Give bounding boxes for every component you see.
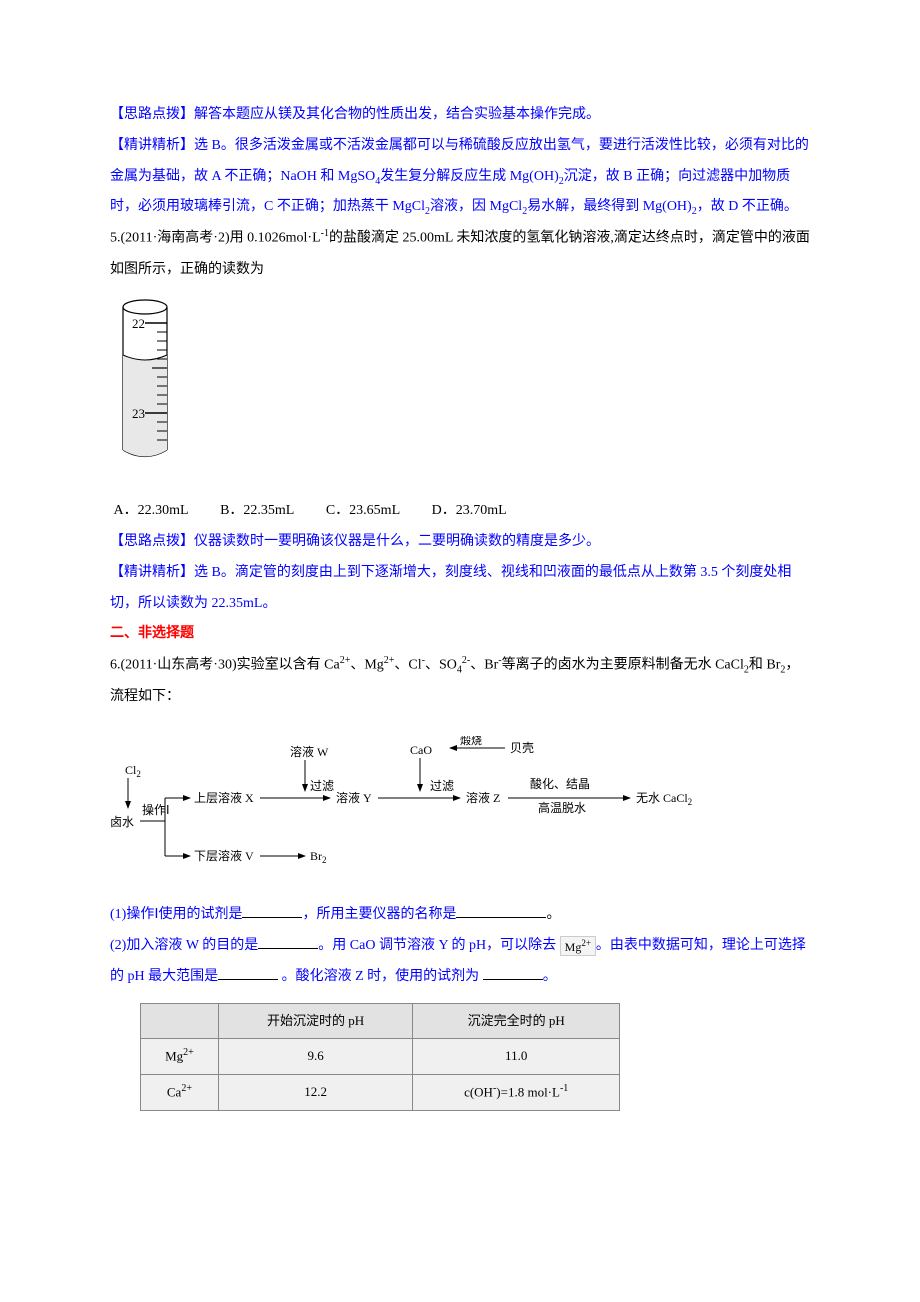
blank — [483, 965, 543, 980]
hint-text: 解答本题应从镁及其化合物的性质出发，结合实验基本操作完成。 — [194, 107, 600, 122]
section-2-heading: 二、非选择题 — [110, 619, 810, 650]
analysis-text-4: 溶液，因 MgCl — [430, 199, 522, 214]
blank — [258, 934, 318, 949]
svg-text:无水 CaCl2: 无水 CaCl2 — [636, 791, 692, 807]
flow-solZ: 溶液 Z — [466, 790, 500, 805]
q6-sub1: (1)操作Ⅰ使用的试剂是 ，所用主要仪器的名称是 。 — [110, 900, 810, 931]
sub1-mid: ，所用主要仪器的名称是 — [302, 907, 456, 922]
row1-end: 11.0 — [413, 1039, 620, 1075]
col3-header: 沉淀完全时的 pH — [413, 1003, 620, 1039]
ph-table: 开始沉淀时的 pH 沉淀完全时的 pH Mg2+ 9.6 11.0 Ca2+ 1… — [140, 1003, 620, 1111]
col2-header: 开始沉淀时的 pH — [218, 1003, 413, 1039]
stem-prefix: 6.(2011·山东高考·30)实验室以含有 Ca — [110, 658, 340, 673]
svg-text:Br2: Br2 — [310, 849, 327, 865]
q4-hint: 【思路点拨】解答本题应从镁及其化合物的性质出发，结合实验基本操作完成。 — [110, 100, 810, 131]
q4-analysis: 【精讲精析】选 B。很多活泼金属或不活泼金属都可以与稀硫酸反应放出氢气，要进行活… — [110, 131, 810, 223]
row2-start: 12.2 — [218, 1075, 413, 1111]
t3: 、Cl — [394, 658, 421, 673]
flow-shell: 贝壳 — [510, 741, 534, 755]
q5-options: A．22.30mL B．22.35mL C．23.65mL D．23.70mL — [110, 496, 810, 527]
sub2-end: 。 — [543, 969, 557, 984]
burette-svg: 22 23 — [110, 295, 200, 465]
t7: 和 Br — [749, 658, 781, 673]
sub: 4 — [457, 665, 462, 676]
option-b: B．22.35mL — [220, 503, 294, 518]
flow-lower: 下层溶液 V — [194, 848, 254, 863]
flow-filter-2: 过滤 — [430, 779, 454, 793]
t2: 、Mg — [350, 658, 383, 673]
blank — [456, 903, 546, 918]
sup: -1 — [321, 228, 329, 239]
mg2-ion-image: Mg2+ — [560, 936, 596, 956]
q6-flow-diagram: Cl2 卤水 操作Ⅰ 上层溶液 X 下层溶液 V Br2 溶液 W 过滤 溶液 … — [110, 730, 810, 890]
t5: 、Br — [470, 658, 498, 673]
flow-acid-cryst: 酸化、结晶 — [530, 776, 590, 791]
row1-label: Mg2+ — [141, 1039, 219, 1075]
hint-text: 仪器读数时一要明确该仪器是什么，二要明确读数的精度是多少。 — [194, 534, 600, 549]
flow-dehydrate: 高温脱水 — [538, 800, 586, 815]
analysis-text-2: 发生复分解反应生成 Mg(OH) — [380, 169, 559, 184]
q5-stem: 5.(2011·海南高考·2)用 0.1026mol·L-1的盐酸滴定 25.0… — [110, 223, 810, 285]
flow-solY: 溶液 Y — [336, 790, 372, 805]
t4: 、SO — [425, 658, 457, 673]
analysis-text: 选 B。滴定管的刻度由上到下逐渐增大，刻度线、视线和凹液面的最低点从上数第 3.… — [110, 565, 791, 611]
flow-svg: Cl2 卤水 操作Ⅰ 上层溶液 X 下层溶液 V Br2 溶液 W 过滤 溶液 … — [110, 736, 810, 871]
table-header-row: 开始沉淀时的 pH 沉淀完全时的 pH — [141, 1003, 620, 1039]
burette-bottom-mark: 23 — [132, 406, 145, 421]
col1-header — [141, 1003, 219, 1039]
burette-top-mark: 22 — [132, 316, 145, 331]
row2-end: c(OH-)=1.8 mol·L-1 — [413, 1075, 620, 1111]
analysis-label: 【精讲精析】 — [110, 565, 194, 580]
sub1-end: 。 — [546, 907, 560, 922]
table-row: Mg2+ 9.6 11.0 — [141, 1039, 620, 1075]
flow-cao: CaO — [410, 743, 432, 757]
burette-figure: 22 23 — [110, 295, 810, 478]
flow-calcine: 煅烧 — [460, 736, 482, 747]
analysis-label: 【精讲精析】 — [110, 138, 194, 153]
q6-stem: 6.(2011·山东高考·30)实验室以含有 Ca2+、Mg2+、Cl-、SO4… — [110, 650, 810, 712]
t6: 等离子的卤水为主要原料制备无水 CaCl — [502, 658, 744, 673]
q5-analysis: 【精讲精析】选 B。滴定管的刻度由上到下逐渐增大，刻度线、视线和凹液面的最低点从… — [110, 558, 810, 620]
q5-hint: 【思路点拨】仪器读数时一要明确该仪器是什么，二要明确读数的精度是多少。 — [110, 527, 810, 558]
sub1-prefix: (1)操作Ⅰ使用的试剂是 — [110, 907, 242, 922]
flow-filter-1: 过滤 — [310, 779, 334, 793]
hint-label: 【思路点拨】 — [110, 534, 194, 549]
flow-solW: 溶液 W — [290, 744, 329, 759]
blank — [218, 965, 278, 980]
q6-sub2: (2)加入溶液 W 的目的是 。用 CaO 调节溶液 Y 的 pH，可以除去 Mg… — [110, 931, 810, 993]
option-c: C．23.65mL — [326, 503, 400, 518]
sub2-prefix: (2)加入溶液 W 的目的是 — [110, 938, 258, 953]
document-page: 【思路点拨】解答本题应从镁及其化合物的性质出发，结合实验基本操作完成。 【精讲精… — [0, 0, 920, 1171]
table-row: Ca2+ 12.2 c(OH-)=1.8 mol·L-1 — [141, 1075, 620, 1111]
analysis-text-5: 易水解，最终得到 Mg(OH) — [527, 199, 692, 214]
option-a: A．22.30mL — [114, 503, 189, 518]
row2-label: Ca2+ — [141, 1075, 219, 1111]
flow-brine: 卤水 — [110, 815, 134, 829]
option-d: D．23.70mL — [432, 503, 507, 518]
sub2-t4: 。酸化溶液 Z 时，使用的试剂为 — [278, 969, 483, 984]
sub2-t2: 。用 CaO 调节溶液 Y 的 pH，可以除去 — [318, 938, 556, 953]
blank — [242, 903, 302, 918]
svg-text:Cl2: Cl2 — [125, 763, 141, 779]
sup: 2+ — [384, 655, 395, 666]
stem-prefix: 5.(2011·海南高考·2)用 0.1026mol·L — [110, 231, 321, 246]
analysis-text-6: ，故 D 不正确。 — [697, 199, 798, 214]
flow-upper: 上层溶液 X — [194, 790, 254, 805]
row1-start: 9.6 — [218, 1039, 413, 1075]
hint-label: 【思路点拨】 — [110, 107, 194, 122]
sup: 2- — [462, 655, 470, 666]
sup: 2+ — [340, 655, 351, 666]
